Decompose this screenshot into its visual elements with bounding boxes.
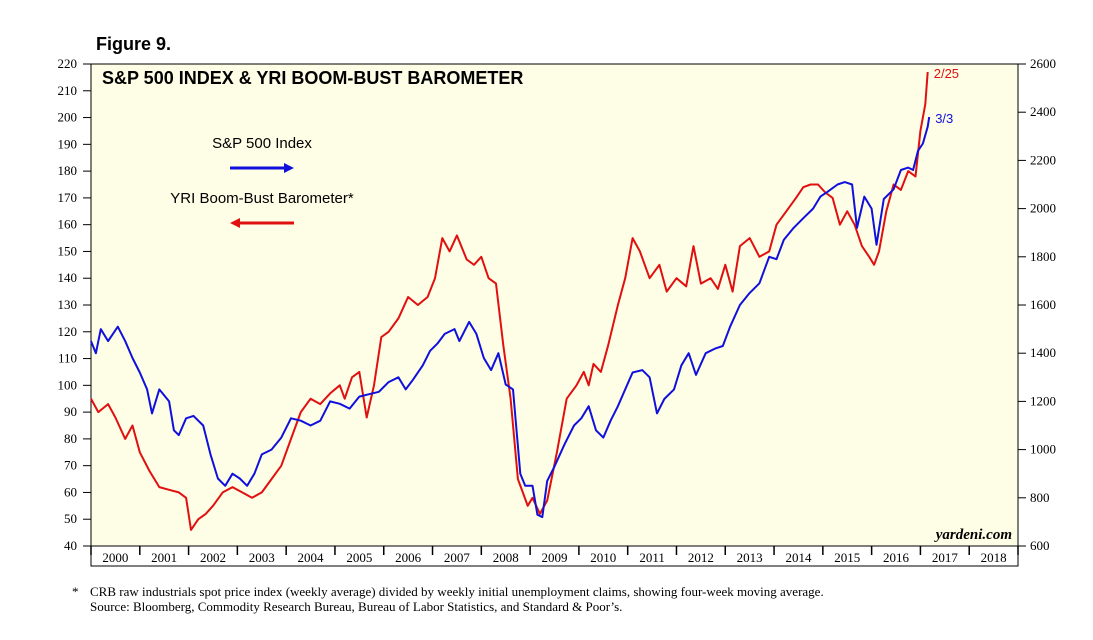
x-axis-tick-label: 2014 xyxy=(785,550,812,565)
right-axis-tick-label: 2600 xyxy=(1030,56,1056,71)
left-axis-tick-label: 50 xyxy=(64,511,77,526)
x-axis-tick-label: 2017 xyxy=(932,550,959,565)
right-axis-tick-label: 1400 xyxy=(1030,345,1056,360)
x-axis-tick-label: 2007 xyxy=(444,550,471,565)
left-axis-tick-label: 220 xyxy=(58,56,78,71)
left-axis-tick-label: 80 xyxy=(64,431,77,446)
chart-title: S&P 500 INDEX & YRI BOOM-BUST BAROMETER xyxy=(102,68,523,88)
right-axis: 600 800 1000 1200 1400 1600 1800 2000 2200 2400 26… xyxy=(1018,56,1056,553)
x-axis-tick-label: 2000 xyxy=(102,550,128,565)
right-axis-tick-label: 1800 xyxy=(1030,249,1056,264)
left-axis-tick-label: 200 xyxy=(58,110,78,125)
x-axis-tick-label: 2008 xyxy=(493,550,519,565)
x-axis-tick-label: 2016 xyxy=(883,550,910,565)
right-axis-tick-label: 600 xyxy=(1030,538,1050,553)
figure-label: Figure 9. xyxy=(96,34,172,54)
series-line xyxy=(90,116,931,519)
x-axis-tick-label: 2006 xyxy=(395,550,422,565)
left-axis-tick-label: 180 xyxy=(58,163,78,178)
x-axis-tick-label: 2002 xyxy=(200,550,226,565)
legend-label: S&P 500 Index xyxy=(212,135,312,152)
right-axis-tick-label: 1200 xyxy=(1030,393,1056,408)
right-axis-tick-label: 1000 xyxy=(1030,442,1056,457)
legend: S&P 500 Index YRI Boom-Bust Barometer* xyxy=(170,135,354,228)
left-axis-tick-label: 190 xyxy=(58,136,78,151)
left-axis-tick-label: 40 xyxy=(64,538,77,553)
series-layer: 2/25 3/3 xyxy=(90,66,959,531)
left-axis-tick-label: 120 xyxy=(58,324,78,339)
x-axis-tick-label: 2011 xyxy=(639,550,665,565)
series-end-label: 2/25 xyxy=(934,66,959,81)
x-axis-tick-label: 2005 xyxy=(346,550,372,565)
x-axis-tick-label: 2015 xyxy=(834,550,860,565)
left-axis-tick-label: 100 xyxy=(58,377,78,392)
x-axis-tick-label: 2013 xyxy=(737,550,763,565)
legend-arrow-head xyxy=(230,218,240,228)
x-axis: 2000 2001 2002 2003 2004 2005 2006 2007 2008 2009… xyxy=(90,545,1019,567)
right-axis-tick-label: 2000 xyxy=(1030,201,1056,216)
left-axis: 40 50 60 70 80 90 100 110 120 130 140 150 160 170 180 1… xyxy=(58,56,91,553)
right-axis-tick-label: 2400 xyxy=(1030,104,1056,119)
right-axis-tick-label: 2200 xyxy=(1030,152,1056,167)
x-axis-tick-label: 2018 xyxy=(981,550,1007,565)
x-axis-tick-label: 2001 xyxy=(151,550,177,565)
left-axis-tick-label: 70 xyxy=(64,458,77,473)
left-axis-tick-label: 170 xyxy=(58,190,78,205)
left-axis-tick-label: 130 xyxy=(58,297,78,312)
watermark: yardeni.com xyxy=(934,527,1012,543)
footnote: * CRB raw industrials spot price index (w… xyxy=(72,584,824,614)
left-axis-tick-label: 210 xyxy=(58,83,78,98)
footnote-source: Source: Bloomberg, Commodity Research Bu… xyxy=(90,599,623,614)
right-axis-tick-label: 800 xyxy=(1030,490,1050,505)
footnote-marker: * xyxy=(72,584,79,599)
legend-arrow-head xyxy=(284,163,294,173)
x-axis-tick-label: 2009 xyxy=(542,550,568,565)
left-axis-tick-label: 140 xyxy=(58,270,78,285)
left-axis-tick-label: 160 xyxy=(58,217,78,232)
left-axis-tick-label: 110 xyxy=(58,351,77,366)
left-axis-tick-label: 90 xyxy=(64,404,77,419)
footnote-text: CRB raw industrials spot price index (we… xyxy=(90,584,824,599)
x-axis-tick-label: 2003 xyxy=(249,550,275,565)
x-axis-tick-label: 2010 xyxy=(590,550,616,565)
x-axis-tick-label: 2012 xyxy=(688,550,714,565)
footnote-line-1: * CRB raw industrials spot price index (w… xyxy=(72,584,824,599)
x-axis-tick-label: 2004 xyxy=(298,550,325,565)
series-end-label: 3/3 xyxy=(935,111,953,126)
series-line xyxy=(90,71,929,531)
x-axis-band xyxy=(90,545,1019,567)
left-axis-tick-label: 150 xyxy=(58,243,78,258)
legend-label: YRI Boom-Bust Barometer* xyxy=(170,190,354,207)
left-axis-tick-label: 60 xyxy=(64,484,77,499)
right-axis-tick-label: 1600 xyxy=(1030,297,1056,312)
